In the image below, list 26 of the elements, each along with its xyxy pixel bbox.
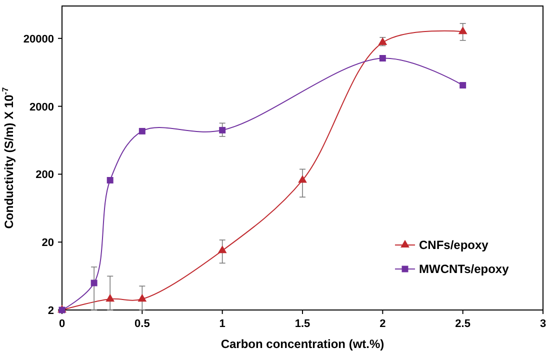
y-tick-label: 20 xyxy=(42,237,54,250)
point xyxy=(219,126,226,134)
x-tick-label: 2.5 xyxy=(455,318,470,330)
y-tick-label: 2 xyxy=(48,305,54,317)
x-tick-label: 0.5 xyxy=(134,318,150,330)
point xyxy=(90,280,98,286)
point xyxy=(106,294,115,302)
x-tick-label: 1 xyxy=(219,318,226,330)
point xyxy=(106,176,114,184)
x-tick-label: 2 xyxy=(380,318,386,330)
point xyxy=(218,245,227,254)
point xyxy=(138,294,147,302)
point xyxy=(379,55,386,62)
x-tick-label: 1.5 xyxy=(294,318,310,330)
point xyxy=(460,82,466,89)
legend-label: CNFs/epoxy xyxy=(419,238,489,252)
y-tick-label: 2000 xyxy=(30,101,54,114)
y-tick-label: 20000 xyxy=(23,33,54,46)
legend-label: MWCNTs/epoxy xyxy=(419,262,510,276)
x-axis-title: Carbon concentration (wt.%) xyxy=(220,337,384,351)
x-tick-label: 0 xyxy=(58,318,66,330)
x-tick-label: 3 xyxy=(540,318,546,330)
point xyxy=(298,175,307,183)
point xyxy=(458,26,468,34)
point xyxy=(138,128,146,134)
y-tick-label: 200 xyxy=(36,169,54,182)
